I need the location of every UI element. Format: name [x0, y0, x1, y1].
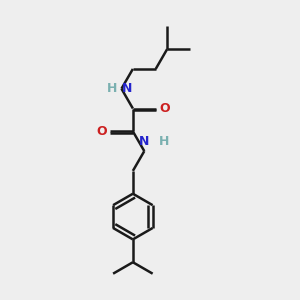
- Text: O: O: [96, 125, 106, 138]
- Text: H: H: [159, 135, 169, 148]
- Text: H: H: [107, 82, 117, 95]
- Text: N: N: [139, 135, 149, 148]
- Text: N: N: [122, 82, 132, 95]
- Text: O: O: [159, 102, 170, 115]
